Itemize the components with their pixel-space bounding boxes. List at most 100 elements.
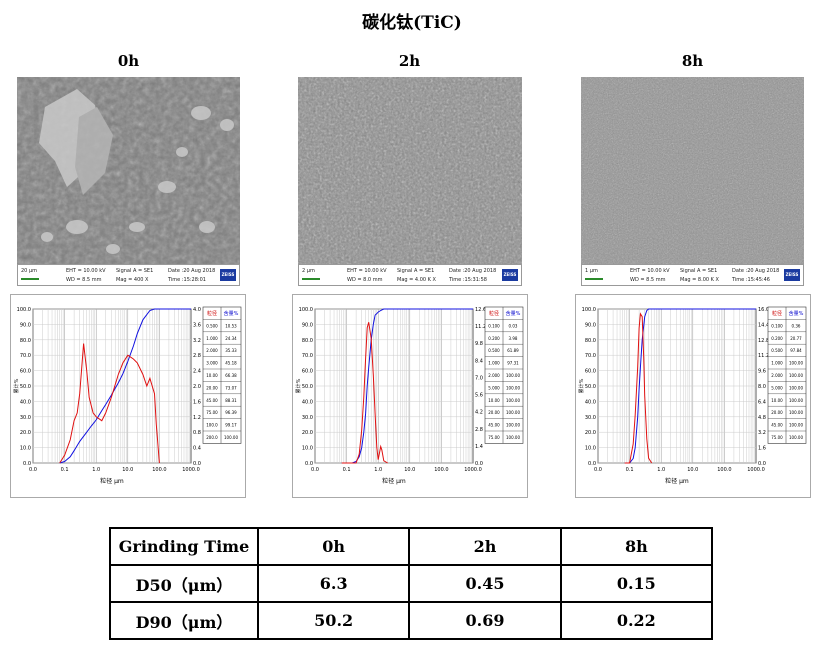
y-tick-label: 70.0	[585, 353, 596, 359]
y-tick-label: 90.0	[585, 322, 596, 328]
y-tick-label: 60.0	[585, 369, 596, 375]
psd-chart-svg-2h: 0.0 10.0 20.0 30.0 40.0 50.0 60.0 70.0 80.0 90.0 1…	[295, 306, 524, 485]
sem-scale-bar	[302, 278, 320, 280]
legend-table-cell: 1.000	[206, 336, 218, 341]
y2-tick-label: 9.8	[475, 341, 483, 347]
x-tick-label: 0.0	[594, 467, 602, 473]
y-tick-label: 30.0	[302, 415, 313, 421]
zeiss-logo: ZEISS	[784, 269, 800, 281]
y2-tick-label: 6.4	[758, 399, 766, 405]
sem-info-bar-0h: 20 μm EHT = 10.00 kV WD = 8.5 mm Signal …	[17, 264, 240, 286]
sem-texture-2h	[298, 77, 522, 264]
y-axis-label: 累计%	[295, 378, 302, 393]
y2-tick-label: 0.0	[475, 461, 483, 467]
y2-tick-label: 2.8	[193, 353, 201, 359]
sem-image-0h	[17, 77, 240, 264]
y2-tick-label: 3.6	[193, 322, 201, 328]
legend-table-cell: 100.00	[506, 410, 520, 415]
table-cell: 50.2	[256, 601, 411, 640]
y2-tick-label: 3.2	[193, 338, 201, 344]
y2-tick-label: 8.0	[758, 384, 766, 390]
zeiss-logo: ZEISS	[220, 269, 236, 281]
y-tick-label: 10.0	[20, 446, 31, 452]
x-tick-label: 1.0	[657, 467, 665, 473]
sem-date: Date :20 Aug 2018	[449, 268, 497, 274]
x-tick-label: 1.0	[374, 467, 382, 473]
legend-table-cell: 0.200	[771, 336, 783, 341]
legend-table-cell: 100.00	[224, 435, 238, 440]
y2-tick-label: 0.0	[193, 461, 201, 467]
y-tick-label: 0.0	[23, 461, 31, 467]
legend-table-cell: 20.77	[790, 336, 802, 341]
differential-series-line	[59, 343, 160, 464]
y-tick-label: 10.0	[585, 446, 596, 452]
table-header-row: Grinding Time 0h 2h 8h	[109, 527, 714, 566]
psd-chart-2h: 0.0 10.0 20.0 30.0 40.0 50.0 60.0 70.0 80.0 90.0 1…	[292, 294, 528, 498]
x-tick-label: 100.0	[152, 467, 166, 473]
column-label-0h: 0h	[117, 52, 140, 70]
cumulative-series-line	[624, 308, 756, 464]
y2-tick-label: 11.2	[758, 353, 769, 359]
y2-tick-label: 8.4	[475, 358, 483, 364]
y2-tick-label: 4.8	[758, 415, 766, 421]
y-tick-label: 50.0	[20, 384, 31, 390]
table-cell: 0.69	[408, 601, 562, 640]
legend-table-cell: 100.00	[506, 423, 520, 428]
table-cell: D90（μm）	[109, 601, 259, 640]
y-tick-label: 60.0	[20, 369, 31, 375]
y-tick-label: 50.0	[302, 384, 313, 390]
y-tick-label: 0.0	[305, 461, 313, 467]
sem-eht: EHT = 10.00 kV	[66, 268, 106, 274]
y-tick-label: 40.0	[585, 399, 596, 405]
legend-table-cell: 100.00	[789, 398, 803, 403]
y2-tick-label: 0.8	[193, 430, 201, 436]
y2-tick-label: 2.0	[193, 384, 201, 390]
legend-table-cell: 66.38	[225, 373, 237, 378]
x-tick-label: 100.0	[717, 467, 731, 473]
y-tick-label: 100.0	[299, 307, 313, 313]
sem-texture-0h	[17, 77, 240, 264]
legend-table-cell: 100.00	[789, 385, 803, 390]
legend-table-cell: 0.200	[488, 336, 500, 341]
legend-table-header: 含量%	[224, 310, 239, 317]
y-tick-label: 0.0	[588, 461, 596, 467]
y-tick-label: 20.0	[302, 430, 313, 436]
x-tick-label: 0.1	[61, 467, 69, 473]
legend-table-cell: 3.000	[206, 361, 218, 366]
sem-info-bar-2h: 2 μm EHT = 10.00 kV WD = 8.0 mm Signal A…	[298, 264, 522, 286]
x-tick-label: 10.0	[404, 467, 415, 473]
legend-table-cell: 97.31	[507, 361, 519, 366]
sem-image-8h	[581, 77, 804, 264]
table-header-cell: 0h	[256, 527, 411, 566]
sem-mag: Mag = 4.00 K X	[397, 277, 436, 283]
y-tick-label: 100.0	[582, 307, 596, 313]
legend-table-cell: 100.00	[506, 435, 520, 440]
y-tick-label: 70.0	[20, 353, 31, 359]
legend-table-cell: 200.0	[206, 435, 218, 440]
sem-signal: Signal A = SE1	[397, 268, 435, 274]
x-tick-label: 0.1	[343, 467, 351, 473]
x-tick-label: 1000.0	[464, 467, 482, 473]
y2-tick-label: 2.4	[193, 369, 201, 375]
y-tick-label: 40.0	[20, 399, 31, 405]
y-tick-label: 100.0	[17, 307, 31, 313]
sem-info-bar-8h: 1 μm EHT = 10.00 kV WD = 8.5 mm Signal A…	[581, 264, 804, 286]
y2-tick-label: 7.0	[475, 375, 483, 381]
sem-scale-label: 1 μm	[585, 268, 598, 274]
y2-tick-label: 4.0	[193, 307, 201, 313]
table-cell: 0.15	[559, 564, 714, 603]
table-header-cell: Grinding Time	[109, 527, 259, 566]
legend-table-cell: 75.00	[771, 435, 783, 440]
x-tick-label: 0.0	[311, 467, 319, 473]
y2-tick-label: 11.2	[475, 324, 486, 330]
sem-texture-8h	[581, 77, 804, 264]
table-row: D90（μm） 50.2 0.69 0.22	[109, 601, 714, 640]
legend-table-cell: 3.98	[509, 336, 518, 341]
cumulative-series-line	[59, 308, 191, 464]
x-tick-label: 1000.0	[747, 467, 765, 473]
sem-time: Time :15:45:46	[732, 277, 770, 283]
legend-table	[484, 306, 524, 444]
y2-tick-label: 4.2	[475, 410, 483, 416]
legend-table-header: 含量%	[789, 310, 804, 317]
y-tick-label: 80.0	[20, 338, 31, 344]
